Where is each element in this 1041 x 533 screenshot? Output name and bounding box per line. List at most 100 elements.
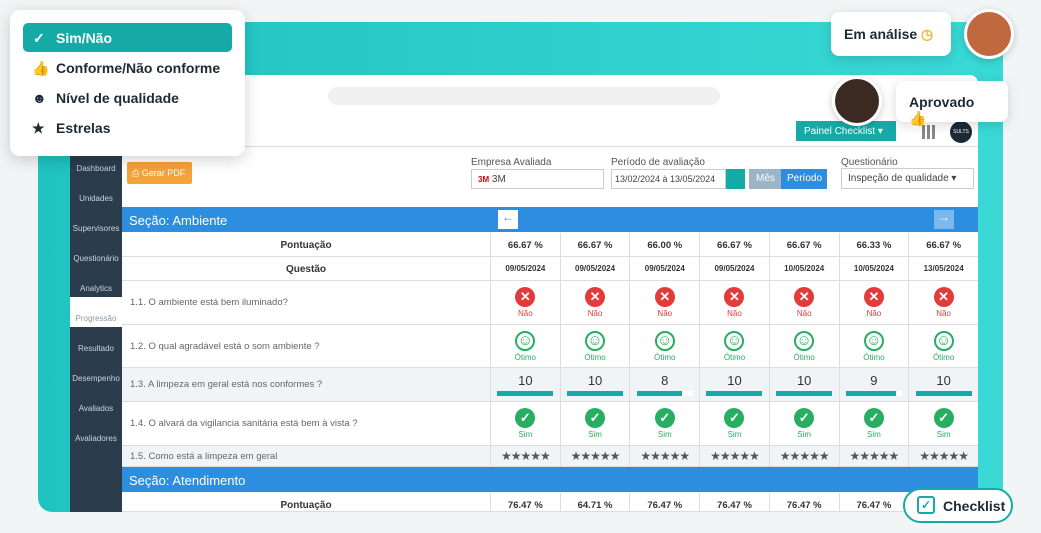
top-bar — [70, 115, 978, 147]
pdf-label: Gerar PDF — [141, 168, 186, 178]
cell-text: 76.47 % — [786, 500, 822, 511]
answer-type-menu: ✓ Sim/Não 👍 Conforme/Não conforme ☻ Nível d… — [10, 10, 245, 156]
checklist-button[interactable]: ✓ Checklist — [903, 488, 1013, 523]
sidebar-item[interactable]: Avaliadores — [75, 434, 117, 443]
answer-value: 9 — [870, 373, 878, 388]
sidebar-item[interactable]: Avaliados — [78, 404, 114, 413]
section-header: Seção: Ambiente — [122, 207, 978, 232]
menu-item[interactable]: ★ Estrelas — [32, 120, 111, 136]
table-cell: 10 — [908, 368, 978, 401]
avatar — [832, 76, 882, 126]
table-cell: 09/05/2024 — [559, 257, 630, 280]
score-bar — [845, 391, 897, 396]
pdf-button[interactable]: ⎙ Gerar PDF — [127, 162, 192, 184]
rating-stars: ★★★★★ — [710, 449, 760, 463]
table-row: Questão 09/05/2024 09/05/2024 09/05/2024 09/… — [122, 257, 978, 281]
bar-track — [567, 391, 624, 396]
table-cell: ★★★★★ — [838, 446, 909, 466]
rating-stars: ★★★★★ — [500, 449, 551, 463]
row-label: Pontuação — [280, 500, 332, 511]
table-row: 1.3. A limpeza em geral está nos conform… — [122, 368, 978, 402]
answer-icon: ✕ — [933, 287, 954, 307]
bar-track — [915, 391, 972, 396]
answer-label: Não — [587, 309, 603, 318]
company-label: Empresa Avaliada — [471, 157, 552, 168]
table-cell: 66.67 % — [908, 233, 978, 256]
prev-button[interactable]: ← — [498, 210, 518, 229]
table-cell: 66.67 % — [699, 233, 769, 256]
answer-label: Sim — [657, 430, 672, 439]
table-cell: 10/05/2024 — [768, 257, 839, 280]
table-cell: ✓ Sim — [559, 402, 630, 445]
answer-label: Ótimo — [723, 353, 746, 362]
answer-label: Não — [796, 309, 812, 318]
sidebar-item[interactable]: Unidades — [79, 194, 113, 203]
table-cell: ☺ Ótimo — [699, 325, 769, 367]
question-label: 1.5. Como está a limpeza em geral — [130, 450, 278, 462]
table-cell: ✕ Não — [559, 281, 630, 324]
cell-text: 09/05/2024 — [575, 264, 616, 273]
menu-item[interactable]: ✓ Sim/Não — [23, 23, 232, 52]
bar-track — [497, 391, 554, 396]
answer-label: Ótimo — [932, 353, 955, 362]
dashboard-dropdown[interactable]: Painel Checklist ▾ — [796, 121, 896, 141]
answer-icon: ✓ — [724, 408, 745, 428]
score-bar — [915, 391, 972, 396]
form-select[interactable]: Inspeção de qualidade ▾ — [841, 168, 974, 189]
cell-text: 10/05/2024 — [784, 264, 825, 273]
answer-icon: ✓ — [585, 408, 606, 428]
cell-text: 66.67 % — [717, 240, 752, 251]
table-cell: ★★★★★ — [699, 446, 769, 466]
menu-label: Conforme/Não conforme — [56, 60, 221, 76]
menu-item[interactable]: 👍 Conforme/Não conforme — [32, 60, 221, 76]
table-cell: ✓ Sim — [699, 402, 769, 445]
table-cell: 66.67 % — [768, 233, 839, 256]
sidebar-item[interactable]: Analytics — [79, 284, 112, 293]
answer-icon: ☺ — [863, 331, 884, 351]
answer-label: Não — [518, 309, 533, 318]
answer-value: 10 — [936, 373, 951, 388]
answer-label: Ótimo — [514, 353, 537, 362]
month-toggle[interactable]: Mês — [749, 169, 781, 189]
answer-label: Ótimo — [654, 353, 676, 362]
answer-label: Não — [727, 309, 742, 318]
table-cell: 76.47 % — [838, 493, 909, 511]
sidebar-item[interactable]: Supervisores — [72, 224, 120, 233]
answer-label: Sim — [936, 430, 951, 439]
company-input[interactable]: 3M 3M — [471, 169, 604, 189]
cell-text: 10/05/2024 — [853, 264, 894, 273]
question-label: 1.4. O alvará da vigilancia sanitária es… — [130, 418, 358, 429]
table-cell: ✓ Sim — [629, 402, 699, 445]
sidebar-item[interactable]: Resultado — [77, 344, 115, 353]
sidebar-item[interactable]: Desempenho — [72, 374, 120, 383]
table-row: 1.2. O qual agradável está o som ambient… — [122, 325, 978, 368]
cell-text: 13/05/2024 — [923, 264, 964, 273]
period-input[interactable]: 13/02/2024 à 13/05/2024 — [611, 169, 726, 189]
table-row: 1.5. Como está a limpeza em geral ★★★★★ ★★… — [122, 446, 978, 467]
next-button[interactable]: → — [934, 210, 954, 229]
sidebar-item[interactable]: Progressão — [70, 297, 122, 327]
section-header: Seção: Atendimento — [122, 467, 978, 492]
bar-track — [845, 391, 902, 396]
apps-icon[interactable] — [922, 125, 936, 139]
score-bar — [636, 391, 682, 396]
answer-icon: ✕ — [654, 287, 675, 307]
cell-text: 66.67 % — [507, 240, 543, 251]
answer-label: Sim — [518, 430, 533, 439]
sidebar-item[interactable]: Questionário — [73, 254, 119, 263]
answer-label: Não — [657, 309, 673, 318]
answer-value: 10 — [727, 373, 742, 388]
cell-text: 09/05/2024 — [505, 264, 546, 273]
period-toggle[interactable]: Período — [781, 169, 827, 189]
sidebar-item[interactable]: Dashboard — [76, 164, 116, 173]
table-cell: ✓ Sim — [908, 402, 978, 445]
table-cell: 10 — [559, 368, 630, 401]
menu-item[interactable]: ☻ Nível de qualidade — [32, 90, 179, 106]
answer-value: 10 — [587, 373, 603, 388]
answer-value: 8 — [661, 373, 669, 388]
answer-value: 10 — [518, 373, 533, 388]
calendar-button[interactable] — [726, 169, 745, 189]
status-badge: Em análise ◷ — [831, 12, 951, 56]
menu-label: Sim/Não — [56, 30, 113, 46]
table-cell: ✕ Não — [838, 281, 909, 324]
